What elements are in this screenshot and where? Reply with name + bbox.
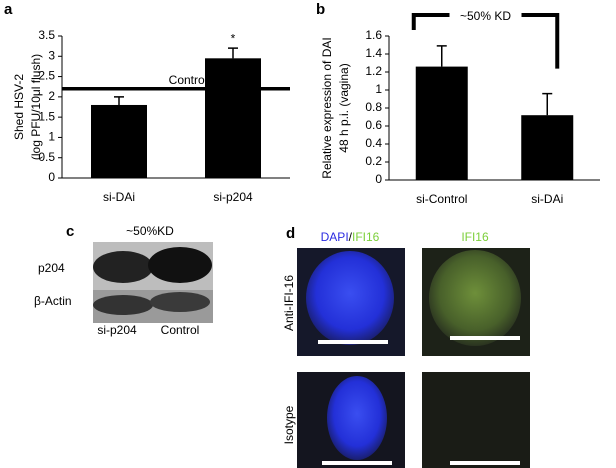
x-tick-label: si-DAi	[531, 192, 563, 206]
header-part: IFI16	[352, 230, 380, 244]
column-header: IFI16	[461, 230, 489, 244]
blot-lane-label: Control	[161, 323, 200, 337]
y-tick-label: 1.5	[38, 109, 55, 123]
y-tick-label: 1	[375, 82, 382, 96]
y-tick-label: 0	[375, 172, 382, 186]
bracket-label-bg	[449, 6, 522, 24]
micrograph	[422, 372, 530, 468]
y-tick-label: 0	[48, 170, 55, 184]
x-tick-label: si-DAi	[103, 190, 135, 204]
error-bar	[436, 45, 447, 67]
blot-row-label: β-Actin	[34, 294, 72, 308]
y-tick-label: 1.2	[365, 64, 382, 78]
column-header: DAPI/IFI16	[321, 230, 380, 244]
significance-mark: *	[231, 31, 236, 45]
reference-label: Control	[169, 73, 208, 87]
y-tick-label: 0.2	[365, 154, 382, 168]
panel-label: c	[66, 223, 74, 240]
panel-label: a	[4, 1, 13, 18]
y-tick-label: 0.6	[365, 118, 382, 132]
micrograph	[297, 248, 405, 356]
bar	[415, 66, 468, 180]
y-tick-label: 0.8	[365, 100, 382, 114]
y-axis-label: 48 h p.i. (vagina)	[337, 63, 351, 152]
bar	[91, 104, 147, 178]
bar	[205, 58, 261, 178]
error-bar	[228, 47, 238, 59]
y-tick-label: 1	[48, 130, 55, 144]
y-tick-label: 1.6	[365, 28, 382, 42]
y-tick-label: 2.5	[38, 69, 55, 83]
y-axis-label: Shed HSV-2	[12, 74, 26, 140]
y-tick-label: 0.4	[365, 136, 382, 150]
error-bar	[542, 92, 553, 116]
error-bar	[114, 96, 124, 105]
bracket-label: ~50% KD	[460, 9, 511, 23]
y-tick-label: 0.5	[38, 150, 55, 164]
x-tick-label: si-p204	[213, 190, 253, 204]
blot-title: ~50%KD	[126, 224, 174, 238]
y-axis-label: Relative expression of DAI	[320, 37, 334, 178]
blot-image	[93, 242, 213, 323]
header-part: /	[349, 230, 353, 244]
y-axis-label: (log PFU/10μl flush)	[29, 54, 43, 160]
y-tick-label: 3.5	[38, 28, 55, 42]
header-part: DAPI	[321, 230, 349, 244]
y-tick-label: 2	[48, 89, 55, 103]
x-tick-label: si-Control	[416, 192, 467, 206]
blot-lane-label: si-p204	[97, 323, 137, 337]
blot-row-label: p204	[38, 261, 65, 275]
bar	[521, 115, 574, 180]
y-tick-label: 3	[48, 48, 55, 62]
micrograph	[422, 248, 530, 356]
panel-label: b	[316, 1, 325, 18]
panel-label: d	[286, 225, 295, 242]
row-label: Isotype	[282, 405, 296, 444]
row-label: Anti-IFI-16	[282, 275, 296, 331]
micrograph	[297, 372, 405, 468]
y-tick-label: 1.4	[365, 46, 382, 60]
